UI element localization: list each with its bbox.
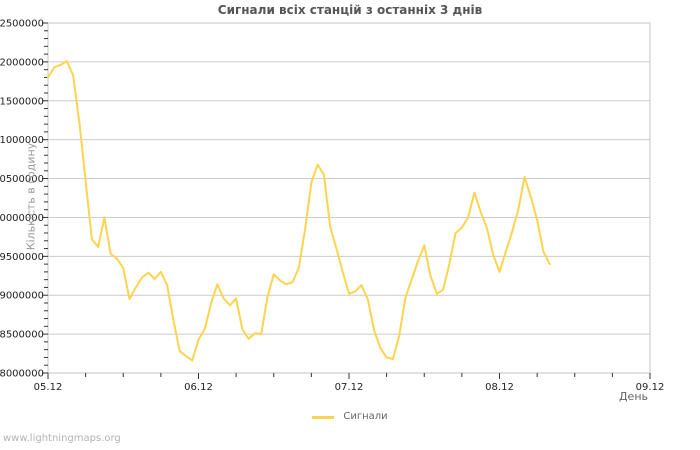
y-tick-label: 9000000	[0, 291, 44, 302]
y-tick-label: 8000000	[0, 369, 44, 380]
watermark-link[interactable]: www.lightningmaps.org	[3, 433, 121, 444]
y-tick-label: 12000000	[0, 57, 44, 68]
y-tick-label: 11000000	[0, 135, 44, 146]
y-axis-title: Кількість в годину	[24, 142, 38, 251]
y-tick-label: 10500000	[0, 174, 44, 185]
legend-label-signals: Сигнали	[343, 411, 388, 422]
plot-border	[47, 22, 651, 374]
y-tick-label: 11500000	[0, 96, 44, 107]
legend-swatch-signals	[312, 416, 335, 419]
x-axis-title: День	[618, 390, 648, 403]
x-tick-label: 08.12	[485, 382, 514, 393]
x-tick-label: 09.12	[636, 382, 665, 393]
x-tick-label: 06.12	[184, 382, 213, 393]
y-tick-label: 12500000	[0, 19, 44, 30]
x-tick-label: 05.12	[34, 382, 63, 393]
y-tick-label: 9500000	[0, 252, 44, 263]
legend: Сигнали	[0, 411, 700, 422]
chart-title: Сигнали всіх станцій з останніх 3 днів	[217, 3, 483, 17]
signals-series-line	[47, 60, 551, 362]
y-tick-label: 8500000	[0, 330, 44, 341]
y-tick-label: 10000000	[0, 213, 44, 224]
x-tick-label: 07.12	[335, 382, 364, 393]
